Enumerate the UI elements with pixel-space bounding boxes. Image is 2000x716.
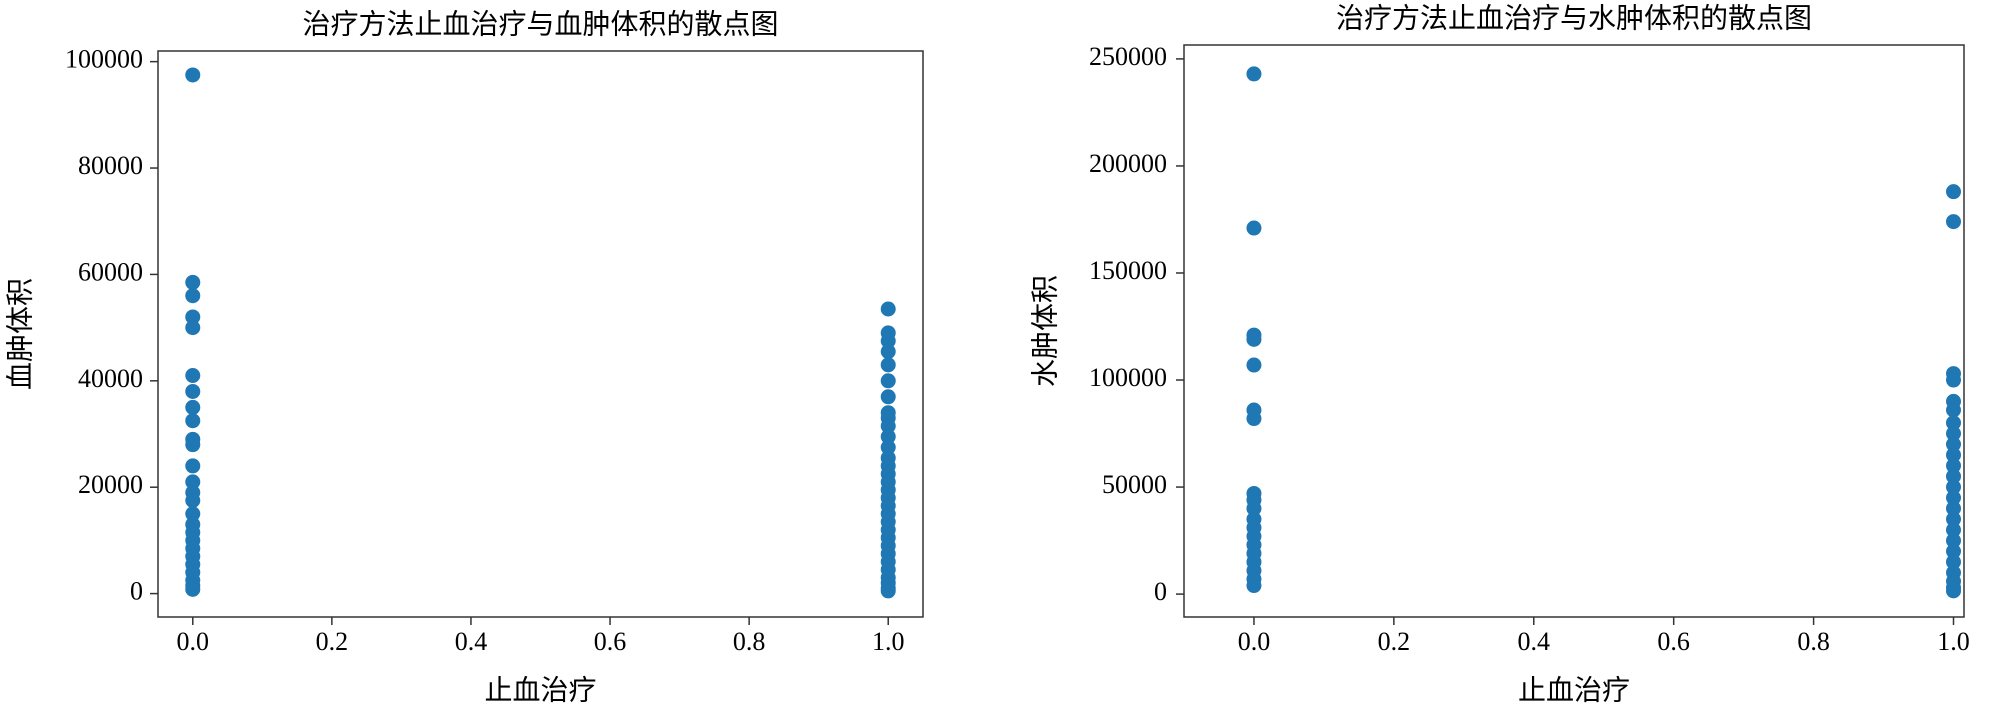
point [185,274,201,290]
y-tick-label: 200000 [1089,149,1167,178]
point [185,506,201,522]
point [1946,522,1962,538]
point [1946,554,1962,570]
y-axis-label: 血肿体积 [4,278,36,390]
x-tick-label: 0.8 [1797,627,1830,656]
point [1946,583,1962,599]
point [185,320,201,336]
y-tick-label: 60000 [78,257,143,286]
point [185,367,201,383]
point [880,344,896,360]
point [185,399,201,415]
point [880,439,896,455]
point [1946,402,1962,418]
point [880,389,896,405]
x-tick-label: 0.2 [1378,627,1411,656]
point [1946,426,1962,442]
point [880,583,896,599]
x-tick-label: 0.6 [1657,627,1690,656]
y-tick-label: 100000 [65,45,143,74]
point [1946,533,1962,549]
point [880,357,896,373]
y-tick-label: 100000 [1089,363,1167,392]
point [185,67,201,83]
point [1246,66,1262,82]
point [1946,214,1962,230]
y-tick-label: 250000 [1089,42,1167,71]
point [1946,511,1962,527]
y-tick-label: 20000 [78,470,143,499]
point [1946,415,1962,431]
x-tick-label: 0.6 [594,627,627,656]
point [1946,458,1962,474]
point [1946,436,1962,452]
point [185,474,201,490]
point [1946,479,1962,495]
y-tick-label: 40000 [78,364,143,393]
point [880,418,896,434]
y-tick-label: 0 [130,577,143,606]
point [1246,500,1262,516]
point [1946,184,1962,200]
point [1246,411,1262,427]
point [1946,468,1962,484]
x-tick-label: 1.0 [1937,627,1970,656]
y-axis-label: 水肿体积 [1029,275,1061,387]
point [185,309,201,325]
y-tick-label: 80000 [78,151,143,180]
x-tick-label: 0.8 [733,627,766,656]
point [1946,372,1962,388]
point [1946,490,1962,506]
point [1946,447,1962,463]
x-tick-label: 1.0 [872,627,905,656]
point [185,413,201,429]
point [1246,220,1262,236]
chart-title: 治疗方法止血治疗与水肿体积的散点图 [1336,2,1812,34]
point [880,301,896,317]
plot-frame [157,50,924,618]
plot-frame [1183,44,1965,618]
x-tick-label: 0.0 [177,627,210,656]
point [1946,500,1962,516]
x-tick-label: 0.4 [1518,627,1551,656]
chart-title: 治疗方法止血治疗与血肿体积的散点图 [302,8,778,40]
point [1946,543,1962,559]
y-tick-label: 50000 [1102,470,1167,499]
x-tick-label: 0.0 [1238,627,1271,656]
x-tick-label: 0.2 [316,627,349,656]
x-axis-label: 止血治疗 [1518,674,1630,706]
point [185,493,201,509]
point [1246,357,1262,373]
point [880,429,896,445]
point [185,383,201,399]
y-tick-label: 0 [1154,577,1167,606]
point [1246,331,1262,347]
y-tick-label: 150000 [1089,256,1167,285]
point [185,437,201,453]
point [185,288,201,304]
point [880,333,896,349]
point [880,373,896,389]
point [185,458,201,474]
point [1246,578,1262,594]
x-tick-label: 0.4 [455,627,488,656]
point [185,581,201,597]
x-axis-label: 止血治疗 [484,674,596,706]
